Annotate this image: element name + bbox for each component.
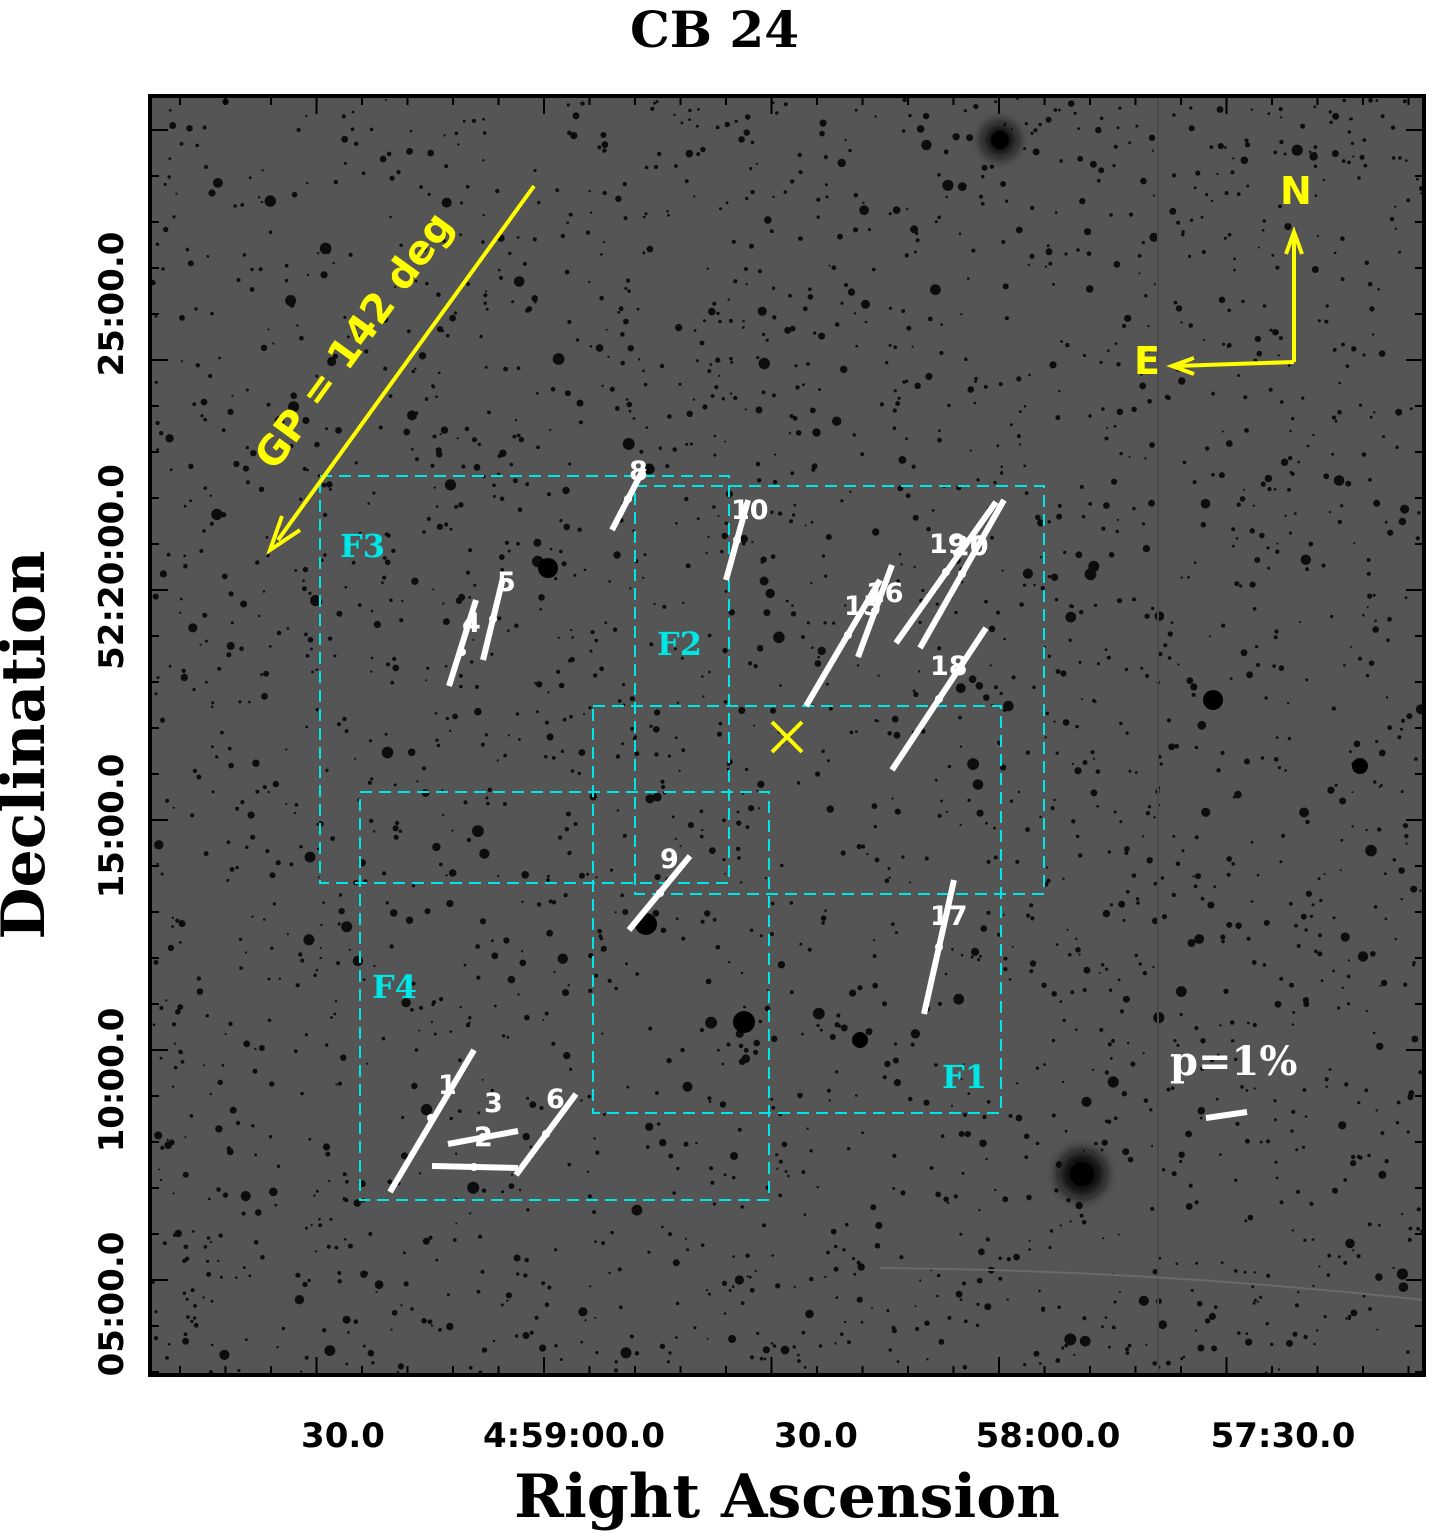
star-label-10: 10	[731, 495, 769, 526]
field-box-f4	[359, 791, 770, 1201]
star-label-8: 8	[629, 456, 648, 487]
field-box-f1	[592, 705, 1002, 1114]
y-tick-3: 10:00.0	[92, 1007, 132, 1153]
field-label-f1: F1	[942, 1058, 987, 1096]
y-tick-2: 15:00.0	[92, 753, 132, 899]
x-axis-label: Right Ascension	[514, 1462, 1060, 1532]
y-tick-1: 52:20:00.0	[92, 464, 132, 670]
star-label-18: 18	[930, 651, 968, 682]
star-label-3: 3	[484, 1088, 503, 1119]
star-label-4: 4	[462, 608, 481, 639]
plot-frame	[148, 94, 1426, 1377]
star-label-9: 9	[660, 844, 679, 875]
compass-north-label: N	[1280, 169, 1312, 213]
x-tick-0: 30.0	[301, 1416, 385, 1456]
compass-east-label: E	[1134, 339, 1160, 383]
x-tick-1: 4:59:00.0	[482, 1416, 666, 1456]
field-label-f2: F2	[657, 625, 702, 663]
star-label-15: 15	[844, 591, 882, 622]
vector-4	[446, 599, 479, 687]
star-label-2: 2	[474, 1122, 493, 1153]
compass-arrows	[1166, 226, 1304, 376]
star-label-16: 16	[866, 578, 904, 609]
x-tick-2: 30.0	[774, 1416, 858, 1456]
scale-label: p=1%	[1170, 1038, 1297, 1085]
star-label-1: 1	[438, 1070, 457, 1101]
star-label-19: 19	[929, 529, 967, 560]
axis-ticks	[150, 96, 1424, 1375]
bright-stars	[538, 122, 1368, 1198]
field-label-f4: F4	[372, 968, 417, 1006]
star-label-5: 5	[497, 567, 516, 598]
cloud-center-marker	[770, 720, 804, 754]
y-tick-4: 05:00.0	[92, 1231, 132, 1377]
y-tick-0: 25:00.0	[92, 231, 132, 377]
x-tick-4: 57:30.0	[1210, 1416, 1356, 1456]
stars-layer	[150, 96, 1426, 1375]
field-label-f3: F3	[340, 527, 385, 565]
field-box-f3	[319, 475, 730, 884]
page-title: CB 24	[629, 0, 800, 59]
scale-vector	[1205, 1109, 1248, 1121]
y-axis-label: Declination	[0, 550, 59, 940]
gp-arrow	[266, 184, 536, 555]
star-label-20: 20	[951, 531, 989, 562]
field-box-f2	[634, 485, 1045, 895]
star-label-17: 17	[930, 901, 968, 932]
star-label-6: 6	[546, 1084, 565, 1115]
x-tick-3: 58:00.0	[975, 1416, 1121, 1456]
vector-15	[803, 578, 883, 708]
